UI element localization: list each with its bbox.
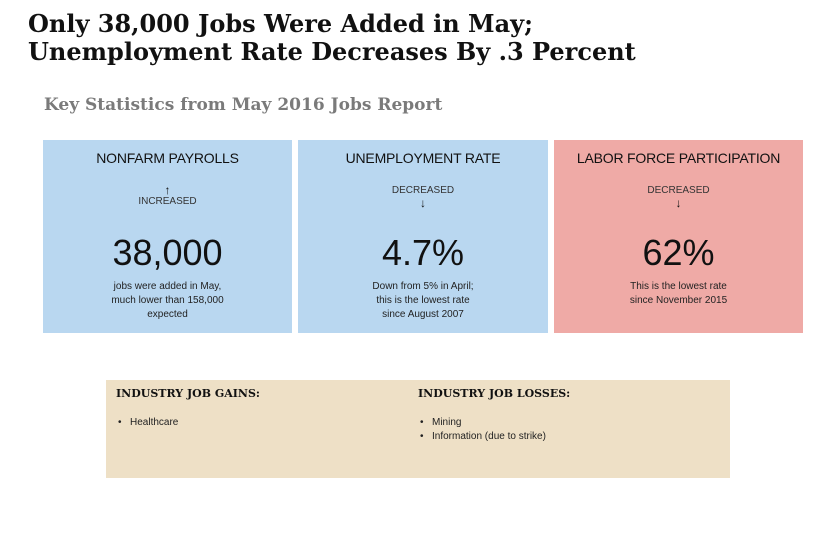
card-title: UNEMPLOYMENT RATE bbox=[345, 150, 501, 166]
stat-card-nonfarm-payrolls: NONFARM PAYROLLS ↑ INCREASED 38,000 jobs… bbox=[43, 140, 292, 333]
industry-summary-box: INDUSTRY JOB GAINS: Healthcare INDUSTRY … bbox=[106, 380, 730, 478]
headline: Only 38,000 Jobs Were Added in May; Unem… bbox=[28, 10, 636, 66]
stat-note-line: Down from 5% in April; bbox=[372, 281, 474, 292]
stat-value: 4.7% bbox=[381, 232, 465, 273]
stat-note-line: this is the lowest rate bbox=[376, 295, 470, 306]
industry-losses-list: Mining Information (due to strike) bbox=[418, 416, 570, 444]
trend-label: DECREASED bbox=[647, 185, 710, 196]
trend-indicator: DECREASED ↓ bbox=[554, 185, 803, 209]
stat-value: 38,000 bbox=[112, 232, 223, 273]
card-title: NONFARM PAYROLLS bbox=[96, 150, 239, 166]
industry-losses: INDUSTRY JOB LOSSES: Mining Information … bbox=[418, 387, 570, 444]
stat-note: Down from 5% in April; this is the lowes… bbox=[298, 280, 548, 322]
stat-note-line: much lower than 158,000 bbox=[111, 295, 224, 306]
stat-note-line: expected bbox=[147, 309, 188, 320]
list-item: Information (due to strike) bbox=[418, 430, 570, 444]
industry-gains-heading: INDUSTRY JOB GAINS: bbox=[116, 387, 260, 400]
arrow-up-icon: ↑ bbox=[164, 183, 171, 197]
stat-note: jobs were added in May, much lower than … bbox=[43, 280, 292, 322]
stat-note: This is the lowest rate since November 2… bbox=[554, 280, 803, 308]
stat-note-line: since August 2007 bbox=[382, 309, 464, 320]
arrow-down-icon: ↓ bbox=[675, 196, 682, 210]
report-subtitle: Key Statistics from May 2016 Jobs Report bbox=[44, 95, 443, 115]
trend-indicator: DECREASED ↓ bbox=[298, 185, 548, 209]
stat-note-line: since November 2015 bbox=[629, 295, 728, 306]
headline-line-1: Only 38,000 Jobs Were Added in May; bbox=[28, 9, 533, 38]
stat-value: 62% bbox=[642, 232, 715, 273]
list-item: Mining bbox=[418, 416, 570, 430]
card-title: LABOR FORCE PARTICIPATION bbox=[576, 150, 781, 166]
arrow-down-icon: ↓ bbox=[420, 196, 426, 210]
stat-note-line: This is the lowest rate bbox=[630, 281, 727, 292]
trend-label: INCREASED bbox=[138, 196, 197, 207]
headline-line-2: Unemployment Rate Decreases By .3 Percen… bbox=[28, 37, 636, 66]
trend-indicator: ↑ INCREASED bbox=[43, 184, 292, 208]
industry-losses-heading: INDUSTRY JOB LOSSES: bbox=[418, 387, 571, 400]
list-item: Healthcare bbox=[116, 416, 260, 430]
stat-card-unemployment-rate: UNEMPLOYMENT RATE DECREASED ↓ 4.7% Down … bbox=[298, 140, 548, 333]
industry-gains: INDUSTRY JOB GAINS: Healthcare bbox=[116, 387, 260, 430]
trend-label: DECREASED bbox=[391, 185, 455, 196]
industry-gains-list: Healthcare bbox=[116, 416, 260, 430]
stat-note-line: jobs were added in May, bbox=[113, 281, 222, 292]
stat-card-labor-force-participation: LABOR FORCE PARTICIPATION DECREASED ↓ 62… bbox=[554, 140, 803, 333]
